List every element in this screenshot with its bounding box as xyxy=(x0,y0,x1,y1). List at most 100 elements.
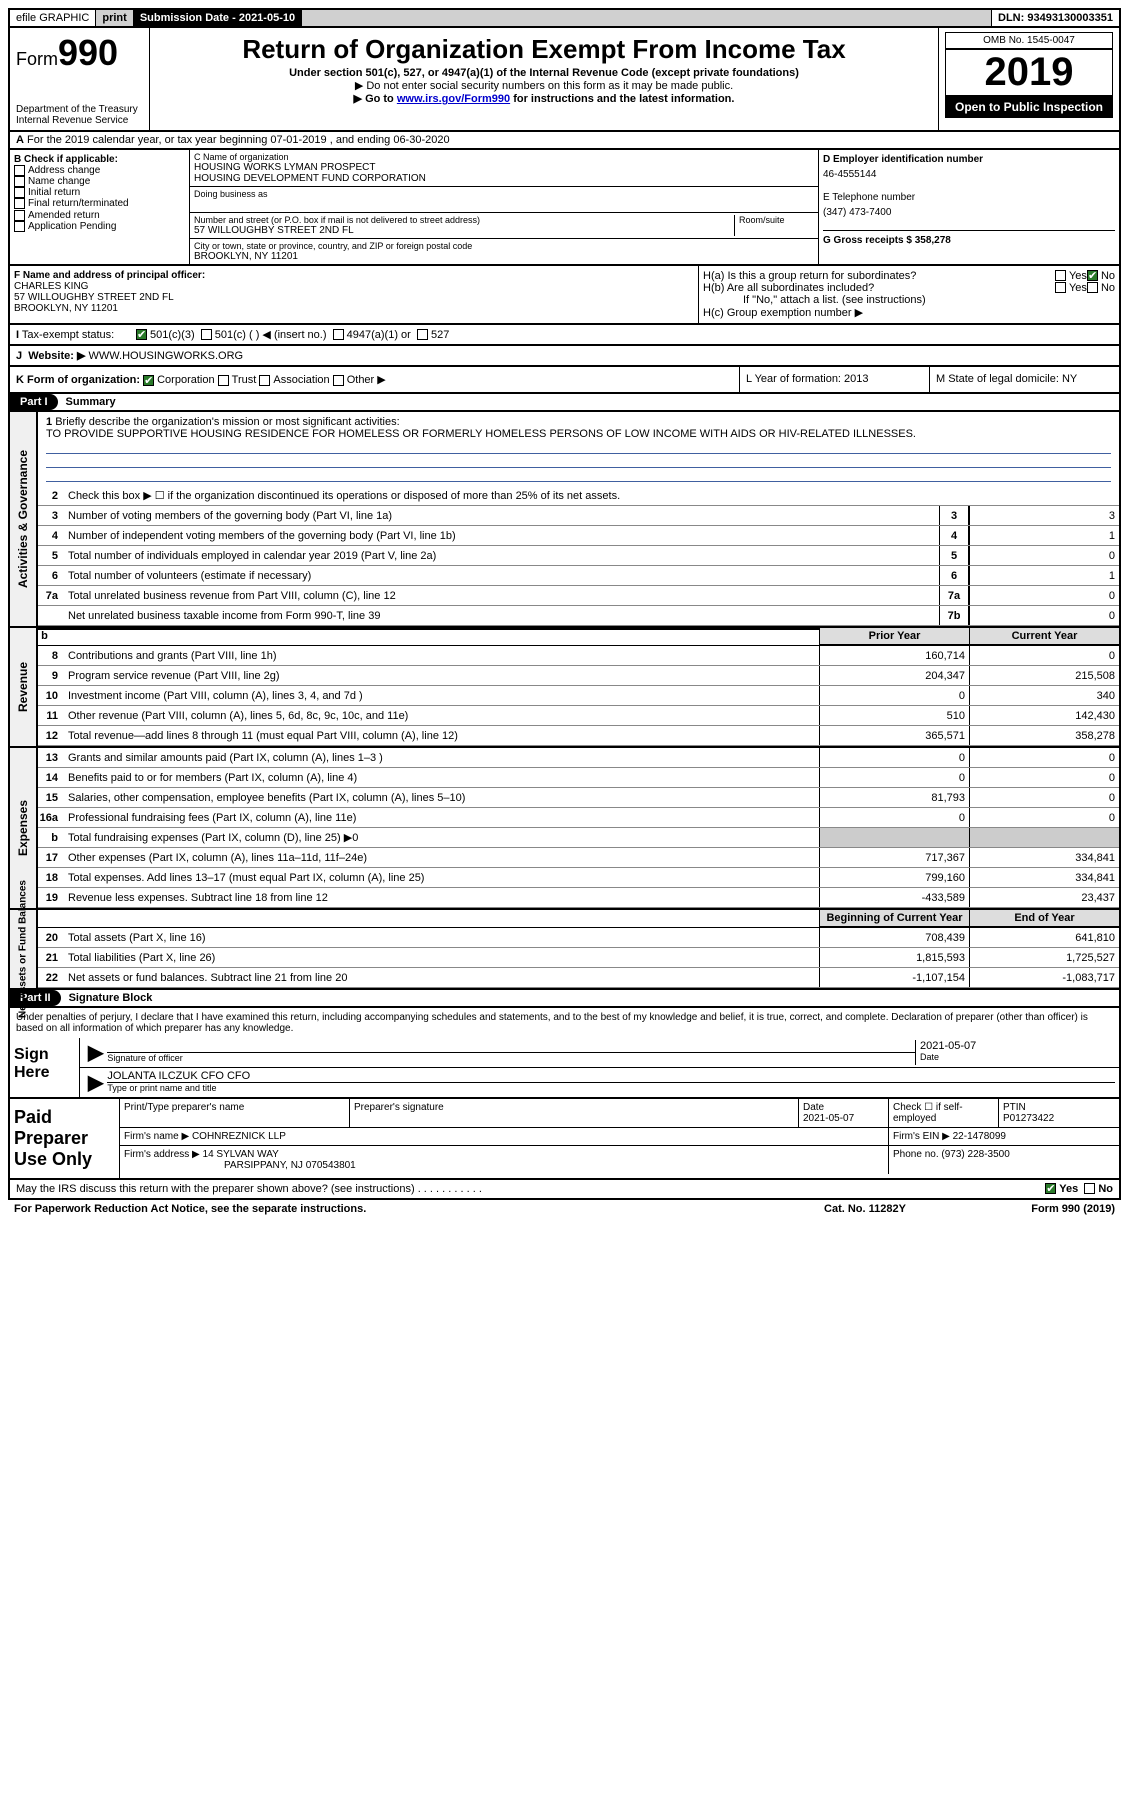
gross-receipts: G Gross receipts $ 358,278 xyxy=(823,235,951,246)
row-j-website: J Website: ▶ WWW.HOUSINGWORKS.ORG xyxy=(8,346,1121,367)
cb-trust[interactable] xyxy=(218,375,229,386)
tel-value: (347) 473-7400 xyxy=(823,207,1115,218)
ha-yes[interactable] xyxy=(1055,270,1066,281)
prep-name-hdr: Print/Type preparer's name xyxy=(120,1099,350,1127)
line-row: 14Benefits paid to or for members (Part … xyxy=(38,768,1119,788)
line-row: 16aProfessional fundraising fees (Part I… xyxy=(38,808,1119,828)
form-title: Return of Organization Exempt From Incom… xyxy=(156,34,932,65)
officer-addr2: BROOKLYN, NY 11201 xyxy=(14,303,694,314)
hb-no[interactable] xyxy=(1087,282,1098,293)
topbar: efile GRAPHIC print Submission Date - 20… xyxy=(8,8,1121,26)
irs-discuss-row: May the IRS discuss this return with the… xyxy=(8,1180,1121,1200)
paid-preparer: Paid Preparer Use Only Print/Type prepar… xyxy=(8,1099,1121,1180)
line-row: 21Total liabilities (Part X, line 26)1,8… xyxy=(38,948,1119,968)
state-domicile: M State of legal domicile: NY xyxy=(929,367,1119,392)
section-d-e-g: D Employer identification number 46-4555… xyxy=(819,150,1119,264)
line-row: 12Total revenue—add lines 8 through 11 (… xyxy=(38,726,1119,746)
activities-governance: Activities & Governance 1 Briefly descri… xyxy=(8,412,1121,628)
discuss-yes[interactable] xyxy=(1045,1183,1056,1194)
hc-label: H(c) Group exemption number ▶ xyxy=(703,306,1115,319)
line-row: 20Total assets (Part X, line 16)708,4396… xyxy=(38,928,1119,948)
prep-date: 2021-05-07 xyxy=(803,1113,854,1124)
row-a-tax-year: A For the 2019 calendar year, or tax yea… xyxy=(8,132,1121,150)
ptin-value: P01273422 xyxy=(1003,1113,1054,1124)
cb-assoc[interactable] xyxy=(259,375,270,386)
line-row: bTotal fundraising expenses (Part IX, co… xyxy=(38,828,1119,848)
subtitle-2: ▶ Do not enter social security numbers o… xyxy=(156,79,932,92)
cb-other[interactable] xyxy=(333,375,344,386)
cb-corp[interactable] xyxy=(143,375,154,386)
line-row: 15Salaries, other compensation, employee… xyxy=(38,788,1119,808)
cb-4947[interactable] xyxy=(333,329,344,340)
org-name-label: C Name of organization xyxy=(194,152,814,162)
sig-officer-label: Signature of officer xyxy=(107,1053,915,1063)
hb-yes[interactable] xyxy=(1055,282,1066,293)
cb-501c3[interactable] xyxy=(136,329,147,340)
row-k-l-m: K Form of organization: Corporation Trus… xyxy=(8,367,1121,394)
part-1-header: Part I Summary xyxy=(8,394,1121,412)
brief-label: Briefly describe the organization's miss… xyxy=(55,416,399,428)
checkbox-address-change[interactable] xyxy=(14,165,25,176)
arrow-icon: ▶ xyxy=(84,1070,107,1095)
officer-addr1: 57 WILLOUGHBY STREET 2ND FL xyxy=(14,292,694,303)
ein-value: 46-4555144 xyxy=(823,169,1115,180)
sign-here-label: Sign Here xyxy=(10,1038,80,1097)
prep-self-emp: Check ☐ if self-employed xyxy=(889,1099,999,1127)
checkbox-final-return[interactable] xyxy=(14,198,25,209)
vlabel-revenue: Revenue xyxy=(16,662,30,712)
cb-527[interactable] xyxy=(417,329,428,340)
sig-date-value: 2021-05-07 xyxy=(920,1040,1115,1052)
addr-label: Number and street (or P.O. box if mail i… xyxy=(194,215,734,225)
hdr-current-year: Current Year xyxy=(969,628,1119,645)
inspection-badge: Open to Public Inspection xyxy=(945,96,1113,118)
dept-label: Department of the Treasury Internal Reve… xyxy=(16,104,143,126)
section-f-h: F Name and address of principal officer:… xyxy=(8,266,1121,325)
expenses-section: Expenses 13Grants and similar amounts pa… xyxy=(8,748,1121,910)
dln: DLN: 93493130003351 xyxy=(992,10,1119,26)
prep-sig-hdr: Preparer's signature xyxy=(350,1099,799,1127)
ha-no[interactable] xyxy=(1087,270,1098,281)
org-city: BROOKLYN, NY 11201 xyxy=(194,251,814,262)
form-ref: Form 990 (2019) xyxy=(965,1203,1115,1215)
line-row: 7aTotal unrelated business revenue from … xyxy=(38,586,1119,606)
print-button[interactable]: print xyxy=(96,10,133,26)
line-row: 6Total number of volunteers (estimate if… xyxy=(38,566,1119,586)
part-2-header: Part II Signature Block xyxy=(8,990,1121,1008)
line-row: 18Total expenses. Add lines 13–17 (must … xyxy=(38,868,1119,888)
efile-label: efile GRAPHIC xyxy=(10,10,96,26)
line-row: 5Total number of individuals employed in… xyxy=(38,546,1119,566)
footer-line: For Paperwork Reduction Act Notice, see … xyxy=(8,1200,1121,1218)
line-row: 13Grants and similar amounts paid (Part … xyxy=(38,748,1119,768)
line-row: 9Program service revenue (Part VIII, lin… xyxy=(38,666,1119,686)
checkbox-pending[interactable] xyxy=(14,221,25,232)
irs-link[interactable]: www.irs.gov/Form990 xyxy=(397,93,510,105)
hdr-begin-year: Beginning of Current Year xyxy=(819,910,969,927)
line-row: 17Other expenses (Part IX, column (A), l… xyxy=(38,848,1119,868)
paperwork-notice: For Paperwork Reduction Act Notice, see … xyxy=(14,1203,765,1215)
form-header: Form990 Department of the Treasury Inter… xyxy=(8,26,1121,132)
vlabel-expenses: Expenses xyxy=(16,800,30,856)
form-number: Form990 xyxy=(16,32,143,74)
firm-ein: 22-1478099 xyxy=(953,1131,1006,1142)
line-row: 19Revenue less expenses. Subtract line 1… xyxy=(38,888,1119,908)
org-name: HOUSING WORKS LYMAN PROSPECT HOUSING DEV… xyxy=(194,162,814,184)
mission-text: TO PROVIDE SUPPORTIVE HOUSING RESIDENCE … xyxy=(46,428,1111,440)
line-row: 4Number of independent voting members of… xyxy=(38,526,1119,546)
revenue-section: Revenue b Prior Year Current Year 8Contr… xyxy=(8,628,1121,748)
line-row: 3Number of voting members of the governi… xyxy=(38,506,1119,526)
form-990-page: efile GRAPHIC print Submission Date - 20… xyxy=(0,0,1129,1226)
cb-501c[interactable] xyxy=(201,329,212,340)
checkbox-name-change[interactable] xyxy=(14,176,25,187)
officer-name: CHARLES KING xyxy=(14,281,694,292)
omb-number: OMB No. 1545-0047 xyxy=(945,32,1113,49)
section-c: C Name of organization HOUSING WORKS LYM… xyxy=(190,150,819,264)
firm-phone: (973) 228-3500 xyxy=(941,1149,1009,1160)
subtitle-1: Under section 501(c), 527, or 4947(a)(1)… xyxy=(156,67,932,79)
cat-no: Cat. No. 11282Y xyxy=(765,1203,965,1215)
checkbox-amended[interactable] xyxy=(14,210,25,221)
arrow-icon: ▶ xyxy=(84,1040,107,1065)
line-row: 11Other revenue (Part VIII, column (A), … xyxy=(38,706,1119,726)
checkbox-initial-return[interactable] xyxy=(14,187,25,198)
discuss-no[interactable] xyxy=(1084,1183,1095,1194)
section-b-c-d: B Check if applicable: Address change Na… xyxy=(8,150,1121,266)
